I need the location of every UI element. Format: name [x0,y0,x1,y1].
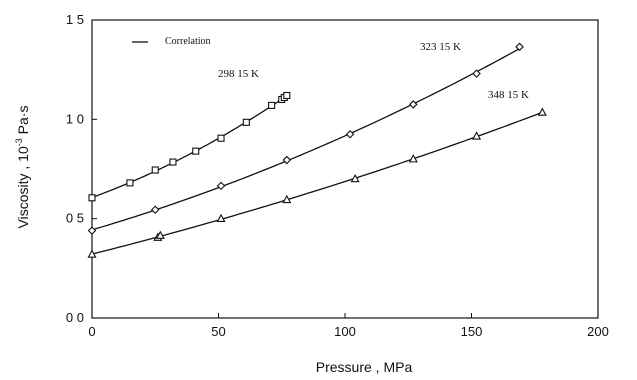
y-axis-label: Viscosity , 10-3 Pa·s [14,106,31,229]
y-axis-ticks: 0 0 0 5 1 0 1 5 [66,12,97,325]
data-point-diamond [87,226,97,235]
data-point-triangle [537,107,547,116]
x-tick-label: 0 [88,324,95,339]
x-tick-label: 100 [334,324,356,339]
y-tick-label: 1 0 [66,111,84,126]
data-point-diamond [216,181,226,191]
data-point-triangle [216,213,226,223]
legend-correlation-label: Correlation [165,36,211,47]
data-point-diamond [345,129,355,139]
data-point-square [169,158,177,166]
plot-area-border [91,19,599,319]
data-point-triangle [350,173,360,183]
data-point-triangle [408,154,418,163]
data-point-diamond [409,100,418,109]
legend: Correlation [132,36,211,47]
data-point-square [151,166,159,174]
series-label-298: 298 15 K [218,68,259,80]
y-axis-label-main: Viscosity , 10 [15,146,31,228]
data-point-triangle [155,230,165,239]
x-tick-label: 200 [587,324,609,339]
x-tick-label: 150 [461,324,483,339]
correlation-curve-1 [91,48,520,231]
data-point-diamond [472,69,481,78]
x-tick-label: 50 [211,324,225,339]
y-tick-label: 0 0 [66,310,84,325]
data-point-square [192,147,200,155]
y-tick-label: 0 5 [66,211,84,226]
y-axis-label-unit: Pa·s [15,106,31,139]
series-label-348: 348 15 K [488,89,529,101]
data-point-square [88,194,96,202]
data-point-diamond [515,42,524,52]
correlation-curves [91,48,543,255]
data-point-square [217,134,225,142]
data-point-square [268,101,276,109]
data-point-square [126,179,134,187]
x-axis-ticks: 0 50 100 150 200 [88,313,609,339]
y-axis-label-superscript: -3 [14,138,24,146]
series-label-323: 323 15 K [420,41,461,53]
data-point-diamond [282,155,292,165]
data-point-triangle [472,131,482,140]
correlation-curve-0 [91,95,288,199]
data-point-square [242,118,250,126]
data-point-triangle [87,249,97,258]
data-point-triangle [282,194,292,204]
x-axis-label: Pressure , MPa [316,359,413,375]
data-points [87,42,547,258]
correlation-curve-2 [91,111,543,255]
data-point-square [283,91,291,100]
data-point-diamond [150,205,160,215]
plot-frame [91,19,599,319]
y-tick-label: 1 5 [66,12,84,27]
